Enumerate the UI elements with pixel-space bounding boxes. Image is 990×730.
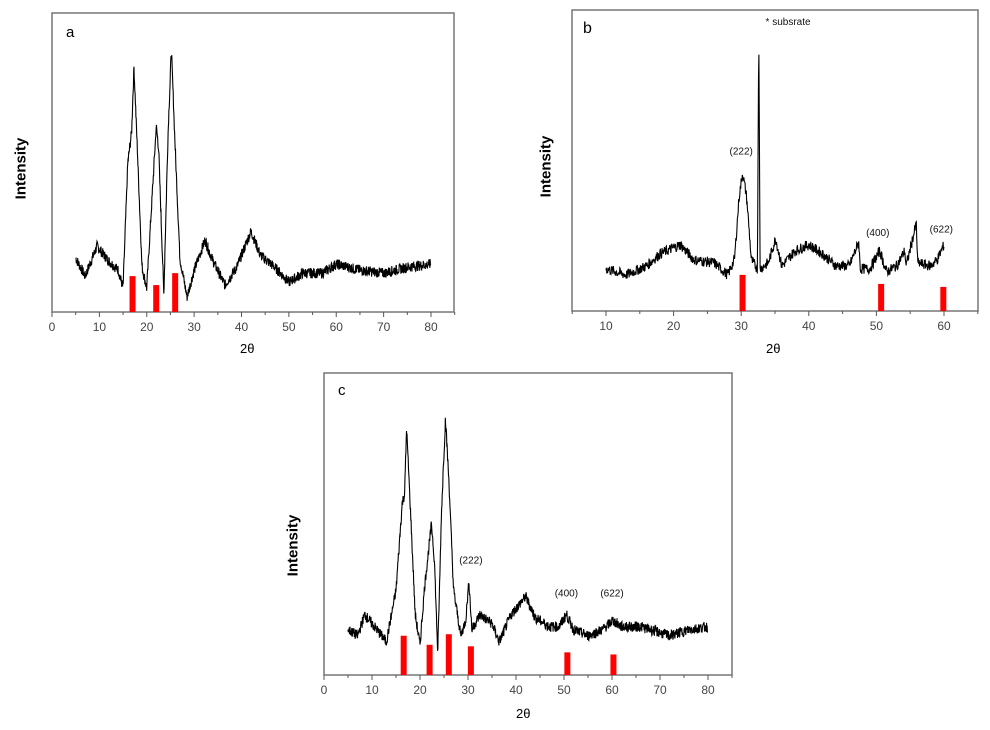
y-axis-label-c: Intensity (284, 514, 302, 577)
x-tick-label: 50 (870, 319, 884, 333)
x-tick-label: 50 (282, 320, 296, 334)
plot-frame (51, 12, 455, 313)
x-tick-label: 30 (187, 320, 201, 334)
x-tick-label: 0 (49, 320, 56, 334)
x-tick-label: 20 (413, 683, 427, 697)
x-tick-label: 40 (509, 683, 523, 697)
reference-bar (739, 274, 746, 311)
chart-c-svg: 0 10 20 30 40 50 60 70 80 (222) (400) (622) (321, 372, 733, 697)
x-tick-label: 80 (424, 320, 438, 334)
reference-bars (739, 274, 947, 311)
y-axis-label-a: Intensity (12, 137, 30, 200)
x-axis: 0 10 20 30 40 50 60 70 80 (49, 312, 456, 334)
chart-b-svg: 10 20 30 40 50 60 * subsrate (222) (400) (622) (571, 9, 979, 333)
x-axis: 0 10 20 30 40 50 60 70 80 (321, 675, 733, 697)
reference-bars (400, 634, 617, 675)
x-axis-label-b: 2θ (766, 341, 781, 356)
panel-label-c: c (338, 382, 346, 399)
peak-annotation: (400) (555, 588, 578, 599)
chart-panel-a: 0 10 20 30 40 50 60 70 80 Intensity 2θ a (0, 0, 470, 365)
xrd-line (75, 55, 432, 301)
peak-annotation: (222) (459, 555, 482, 566)
x-tick-label: 10 (365, 683, 379, 697)
x-tick-label: 70 (377, 320, 391, 334)
x-tick-label: 60 (330, 320, 344, 334)
reference-bar (610, 654, 617, 675)
reference-bar (172, 273, 179, 312)
reference-bar (467, 646, 474, 675)
xrd-line (605, 54, 945, 280)
reference-bar (878, 283, 885, 311)
reference-bar (400, 635, 407, 675)
chart-panel-b: 10 20 30 40 50 60 * subsrate (222) (400) (622) In… (520, 0, 990, 365)
peak-annotation: (622) (930, 225, 953, 236)
xrd-line (347, 417, 709, 651)
x-tick-label: 30 (735, 319, 749, 333)
x-axis-label-c: 2θ (516, 706, 531, 721)
x-tick-label: 20 (667, 319, 681, 333)
reference-bar (564, 652, 571, 675)
reference-bar (129, 276, 136, 312)
peak-annotation: (622) (600, 588, 623, 599)
peak-annotation: (400) (866, 228, 889, 239)
reference-bar (426, 644, 433, 675)
plot-frame (571, 9, 979, 312)
x-tick-label: 80 (701, 683, 715, 697)
x-axis: 10 20 30 40 50 60 (571, 311, 979, 333)
peak-annotation: * subsrate (766, 17, 811, 28)
x-tick-label: 50 (557, 683, 571, 697)
x-tick-label: 20 (140, 320, 154, 334)
panel-label-b: b (583, 20, 592, 37)
chart-a-svg: 0 10 20 30 40 50 60 70 80 (49, 12, 456, 334)
reference-bar (940, 286, 947, 311)
x-tick-label: 10 (93, 320, 107, 334)
x-tick-label: 10 (599, 319, 613, 333)
panel-label-a: a (66, 24, 75, 41)
x-tick-label: 40 (802, 319, 816, 333)
x-axis-label-a: 2θ (240, 341, 255, 356)
plot-frame (323, 372, 733, 676)
x-tick-label: 60 (605, 683, 619, 697)
x-tick-label: 60 (937, 319, 951, 333)
reference-bar (445, 634, 452, 675)
reference-bars (129, 273, 179, 312)
x-tick-label: 30 (461, 683, 475, 697)
chart-panel-c: 0 10 20 30 40 50 60 70 80 (222) (400) (622) Intensi… (272, 360, 742, 730)
peak-annotation: (222) (730, 146, 753, 157)
y-axis-label-b: Intensity (537, 135, 555, 198)
x-tick-label: 0 (321, 683, 328, 697)
reference-bar (153, 285, 160, 312)
x-tick-label: 70 (653, 683, 667, 697)
x-tick-label: 40 (235, 320, 249, 334)
